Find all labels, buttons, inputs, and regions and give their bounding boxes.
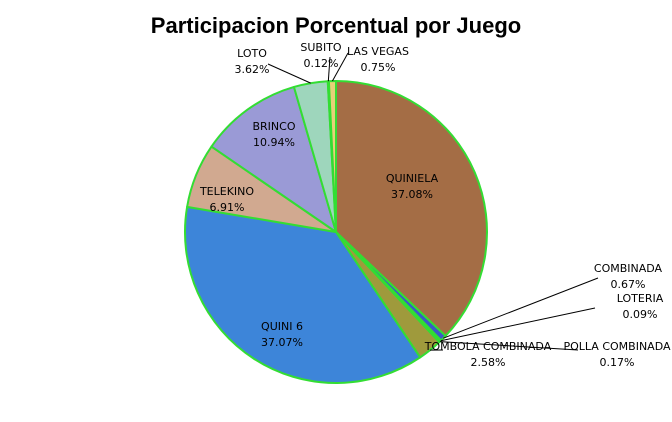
slice-value-tombola-combinada: 2.58%: [471, 356, 506, 369]
slice-value-las-vegas: 0.75%: [361, 61, 396, 74]
slice-value-combinada: 0.67%: [611, 278, 646, 291]
slice-las-vegas: [327, 80, 337, 233]
slice-label-brinco: BRINCO: [252, 120, 295, 133]
leader-line-loto: [267, 63, 311, 84]
slice-brinco: [210, 85, 337, 233]
slice-label-las-vegas: LAS VEGAS: [347, 45, 409, 58]
slice-value-telekino: 6.91%: [210, 201, 245, 214]
slice-label-subito: SUBITO: [300, 41, 342, 54]
leader-lines: [267, 52, 599, 351]
leader-line-loteria: [440, 307, 596, 342]
leader-line-subito: [327, 56, 331, 82]
slice-quini-6: [184, 205, 422, 385]
slice-value-brinco: 10.94%: [253, 136, 295, 149]
leader-line-las-vegas: [332, 52, 349, 82]
leader-line-polla-combinada: [439, 341, 579, 351]
slice-quiniela: [335, 80, 488, 337]
slice-label-quini-6: QUINI 6: [261, 320, 303, 333]
pie-slices: [184, 80, 488, 385]
slice-value-loteria: 0.09%: [623, 308, 658, 321]
slice-labels: QUINIELA 37.08% COMBINADA 0.67%LOTERIA 0.09%…: [199, 41, 671, 369]
slice-label-telekino: TELEKINO: [199, 185, 254, 198]
chart-title: Participacion Porcentual por Juego: [151, 13, 521, 38]
slice-label-quiniela: QUINIELA: [386, 172, 439, 185]
slice-value-subito: 0.12%: [304, 57, 339, 70]
slice-value-loto: 3.62%: [235, 63, 270, 76]
slice-label-loto: LOTO: [237, 47, 267, 60]
slice-label-loteria: LOTERIA: [617, 292, 664, 305]
slice-label-combinada: COMBINADA: [594, 262, 663, 275]
slice-value-polla-combinada: 0.17%: [600, 356, 635, 369]
slice-value-quiniela: 37.08%: [391, 188, 433, 201]
slice-label-polla-combinada: POLLA COMBINADA: [564, 340, 671, 353]
slice-value-quini-6: 37.07%: [261, 336, 303, 349]
leader-line-combinada: [443, 277, 599, 339]
slice-label-tombola-combinada: TOMBOLA COMBINADA: [424, 340, 552, 353]
